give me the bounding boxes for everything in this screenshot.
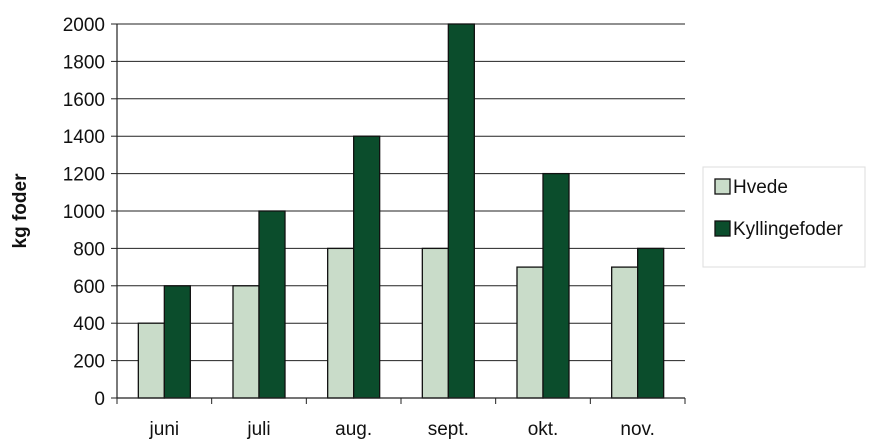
bar-hvede-aug	[327, 247, 355, 399]
legend-swatch-hvede	[714, 178, 731, 195]
bar-hvede-juni	[137, 322, 165, 399]
legend: Hvede Kyllingefoder	[702, 166, 866, 268]
bar-hvede-okt	[516, 266, 544, 399]
y-tick-label: 1200	[63, 165, 105, 186]
y-tick-label: 200	[73, 352, 105, 373]
x-tick-label: juli	[246, 419, 270, 440]
y-tick-label: 1600	[63, 90, 105, 111]
gridlines	[117, 23, 685, 362]
bar-kyllingefoder-nov	[637, 247, 665, 399]
x-tick-label: nov.	[620, 419, 655, 440]
x-tick-label: sept.	[428, 419, 469, 440]
y-tick-label: 600	[73, 277, 105, 298]
legend-swatch-kyllingefoder	[714, 220, 731, 237]
y-tick-label: 400	[73, 314, 105, 335]
y-axis-title: kg foder	[10, 173, 31, 249]
y-tick-label: 1000	[63, 202, 105, 223]
bar-kyllingefoder-juli	[258, 210, 286, 399]
bar-kyllingefoder-okt	[542, 172, 570, 399]
y-tick-label: 2000	[63, 15, 105, 36]
x-tick-label: juni	[149, 419, 180, 440]
y-tick-label: 1400	[63, 127, 105, 148]
legend-label-kyllingefoder: Kyllingefoder	[733, 219, 844, 240]
y-tick-label: 1800	[63, 52, 105, 73]
x-tick-label: okt.	[528, 419, 559, 440]
bar-kyllingefoder-sept	[447, 23, 475, 399]
bar-kyllingefoder-juni	[163, 285, 191, 399]
bar-kyllingefoder-aug	[353, 135, 381, 399]
bar-hvede-juli	[232, 285, 260, 399]
bar-hvede-sept	[421, 247, 449, 399]
x-tick-labels: juni juli aug. sept. okt. nov.	[116, 398, 686, 440]
y-tick-labels: 0 200 400 600 800 1000 1200 1400 1600 1800 2000	[63, 15, 117, 410]
legend-label-hvede: Hvede	[733, 177, 788, 198]
y-tick-label: 0	[94, 389, 105, 410]
x-tick-label: aug.	[335, 419, 372, 440]
y-tick-label: 800	[73, 239, 105, 260]
bar-hvede-nov	[611, 266, 639, 399]
